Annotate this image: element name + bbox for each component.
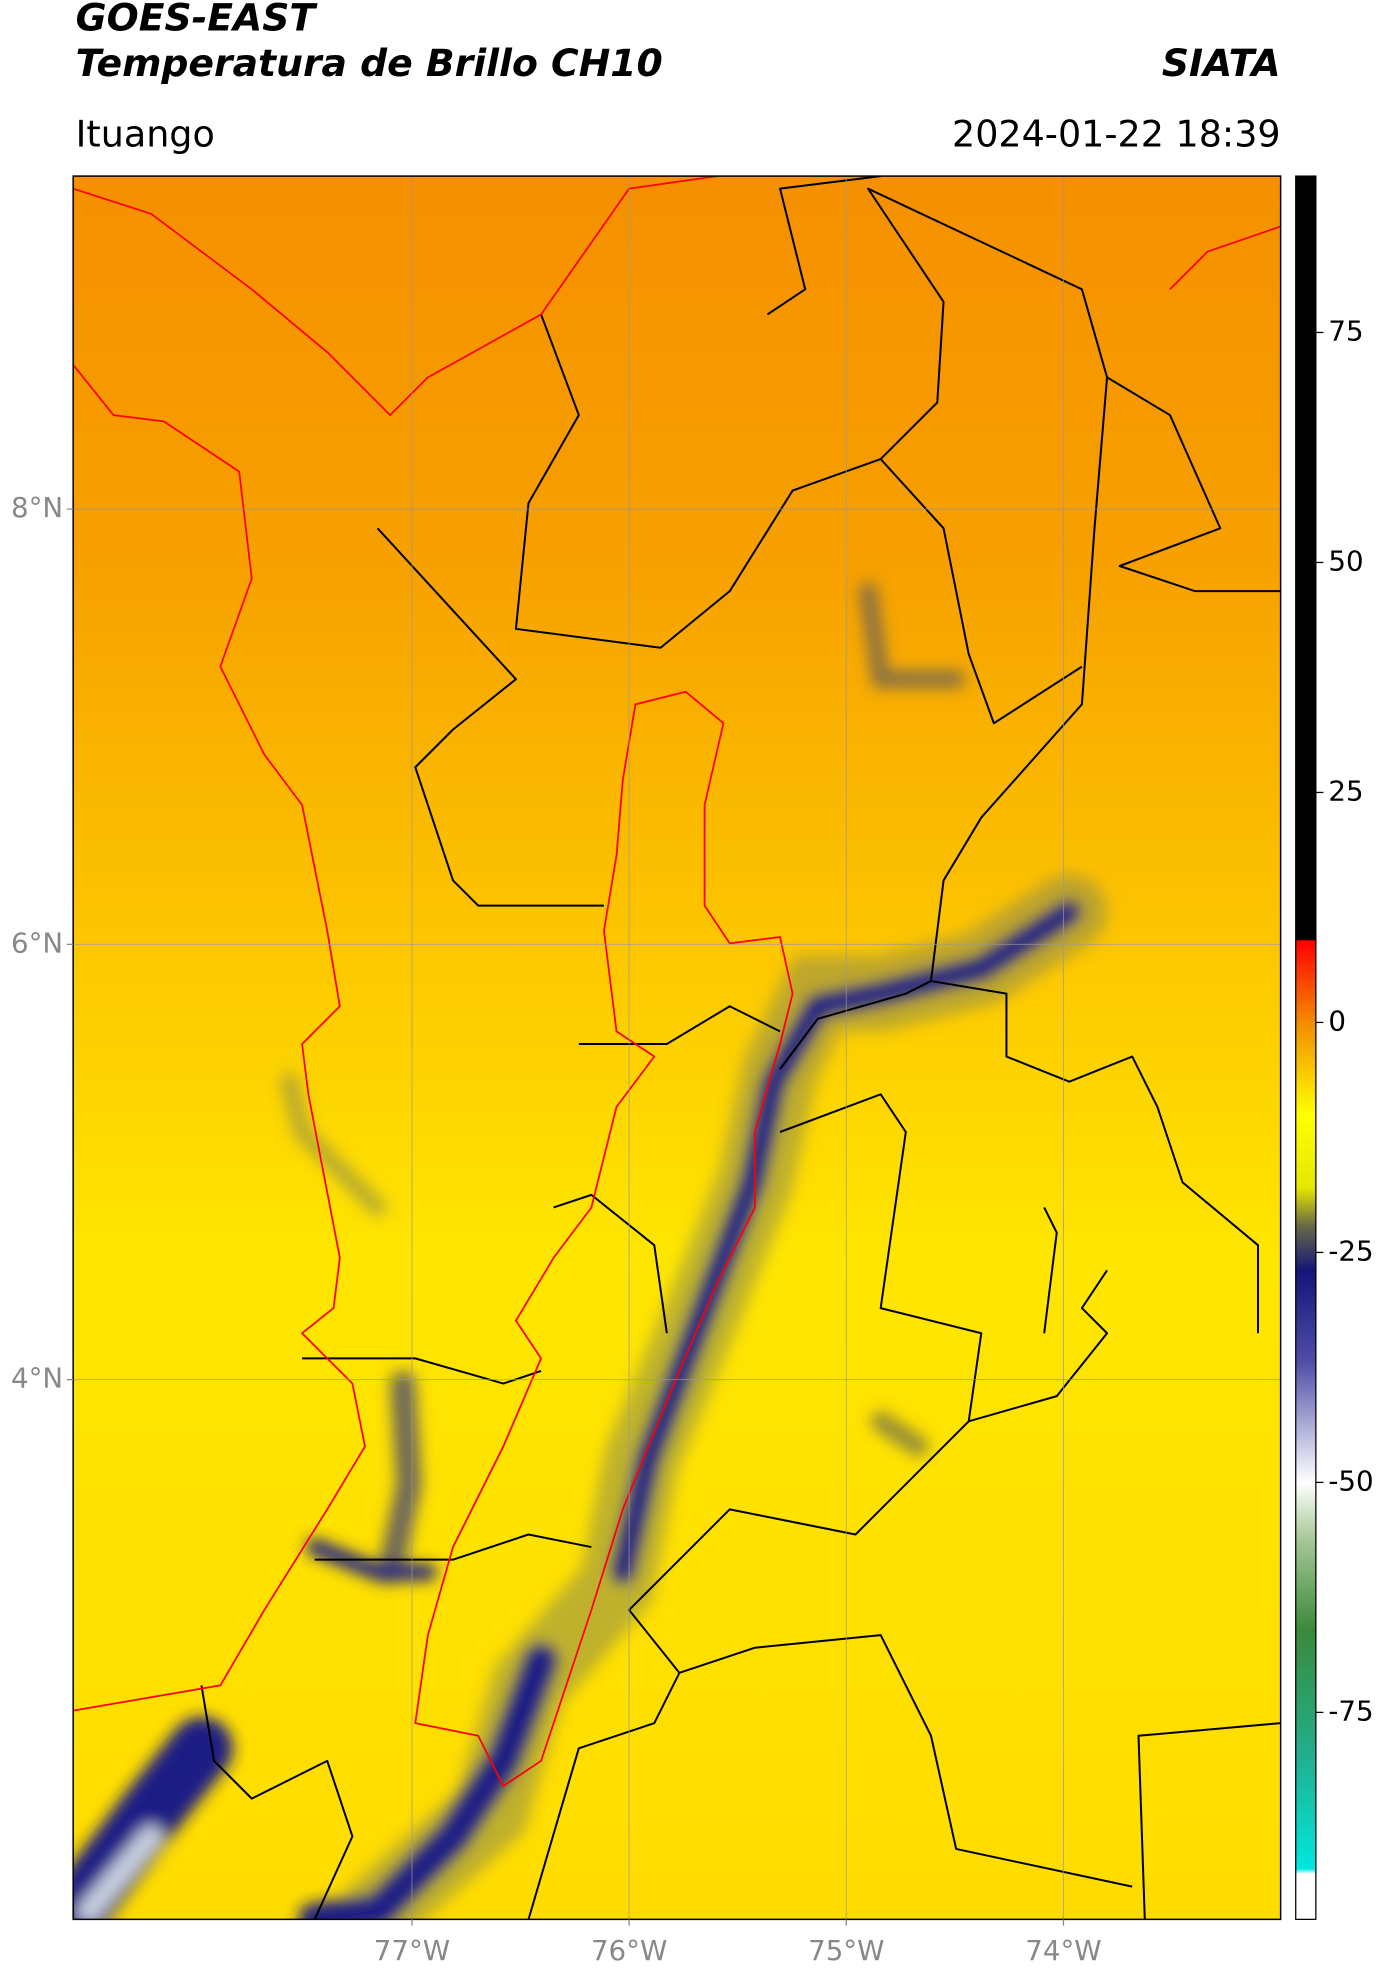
title: GOES-EAST [76,0,319,40]
x-tick-label: 77°W [374,1934,450,1967]
colorbar-tick-label: -75 [1328,1694,1373,1727]
colorbar-segment [1295,1270,1316,1364]
colorbar-tick-label: 25 [1328,774,1363,807]
colorbar-tick-label: 0 [1328,1004,1346,1037]
colorbar-tick-label: 75 [1328,314,1363,347]
map-background [73,176,1281,1920]
colorbar-segment [1295,1362,1316,1456]
y-tick-label: 4°N [11,1362,63,1395]
subtitle: Temperatura de Brillo CH10 [76,41,663,85]
colorbar-segment [1295,1758,1316,1870]
colorbar-segment [1295,939,1316,942]
colorbar-frame [1295,175,1317,1920]
x-tick-label: 74°W [1025,1934,1101,1967]
colorbar-segment [1295,1482,1316,1539]
y-tick-label: 6°N [11,926,63,959]
colorbar-segment [1295,1873,1316,1920]
x-tick-label: 76°W [591,1934,667,1967]
cloud-field [73,582,1108,1920]
timestamp: 2024-01-22 18:39 [952,112,1281,155]
y-tick-label: 8°N [11,491,63,524]
colorbar-segment [1295,1224,1316,1272]
colorbar-tick-label: 50 [1328,544,1363,577]
axes: 77°W 76°W 75°W 74°W 8°N 6°N 4°N [11,491,1102,1967]
colorbar-tick-label: -25 [1328,1234,1373,1267]
colorbar-segment [1295,176,1316,941]
map-frame [72,175,1282,1921]
grid [73,176,1281,1920]
colorbar-tick-label: -50 [1328,1464,1373,1497]
colorbar-segment [1295,940,1316,1024]
colorbar-segment [1295,1188,1316,1226]
colorbar-segment [1295,1114,1316,1189]
brand: SIATA [1162,41,1281,85]
region: Ituango [76,112,215,155]
colorbar-segment [1295,1022,1316,1116]
x-tick-label: 75°W [808,1934,884,1967]
colorbar-segment [1295,1537,1316,1631]
colorbar: 75 50 25 0 -25 -50 -75 [1295,175,1374,1920]
colorbar-segment [1295,1629,1316,1760]
department-borders [200,176,1281,1920]
colorbar-segment [1295,1868,1316,1875]
colorbar-segment [1295,1454,1316,1484]
map-field [73,176,1281,1920]
coastline [73,176,1281,1787]
